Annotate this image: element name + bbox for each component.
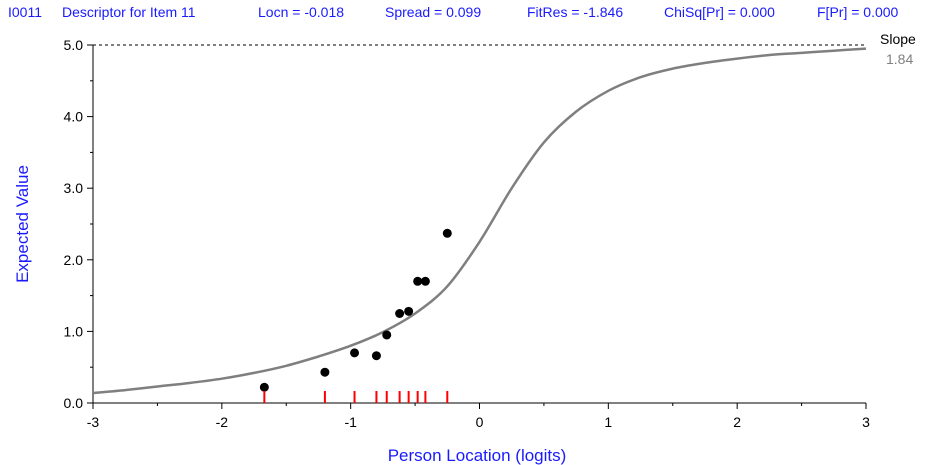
observed-point: [371, 351, 381, 361]
chisq-stat: ChiSq[Pr] = 0.000: [664, 4, 775, 20]
x-tick-label: 2: [733, 414, 741, 430]
y-tick-label: 2.0: [64, 252, 84, 268]
class-interval-marks: [263, 391, 449, 403]
slope-label: Slope: [880, 31, 916, 47]
observed-point: [350, 348, 360, 358]
y-tick-label: 5.0: [64, 37, 84, 53]
observed-point: [382, 330, 392, 340]
chart-header: I0011 Descriptor for Item 11 Locn = -0.0…: [0, 4, 933, 24]
item-id: I0011: [8, 4, 42, 20]
y-tick-label: 3.0: [64, 180, 84, 196]
observed-point: [259, 382, 269, 392]
x-axis-title: Person Location (logits): [388, 446, 567, 465]
location-stat: Locn = -0.018: [258, 4, 345, 20]
spread-stat: Spread = 0.099: [385, 4, 482, 20]
observed-points: [259, 228, 452, 392]
fitres-stat: FitRes = -1.846: [527, 4, 624, 20]
y-axis-title: Expected Value: [13, 165, 32, 283]
y-tick-label: 4.0: [64, 109, 84, 125]
observed-point: [404, 306, 414, 316]
x-tick-label: -3: [87, 414, 100, 430]
f-prob-stat: F[Pr] = 0.000: [817, 4, 899, 20]
observed-point: [420, 276, 430, 286]
x-tick-label: 3: [862, 414, 870, 430]
expected-value-curve: [92, 47, 867, 395]
curve-layer: [92, 47, 867, 395]
observed-point: [320, 367, 330, 377]
observed-point: [442, 228, 452, 238]
item-descriptor: Descriptor for Item 11: [62, 4, 196, 20]
axes: 0.0 1.0 2.0 3.0 4.0 5.0 -3 -2 -1 0 1 2 3: [64, 37, 871, 430]
x-tick-label: 0: [476, 414, 484, 430]
y-tick-label: 0.0: [64, 395, 84, 411]
x-tick-label: -2: [216, 414, 229, 430]
y-tick-label: 1.0: [64, 323, 84, 339]
slope-value: 1.84: [886, 51, 913, 67]
x-tick-label: -1: [344, 414, 357, 430]
observed-point: [395, 309, 405, 318]
x-tick-label: 1: [604, 414, 612, 430]
observed-point: [413, 276, 423, 286]
